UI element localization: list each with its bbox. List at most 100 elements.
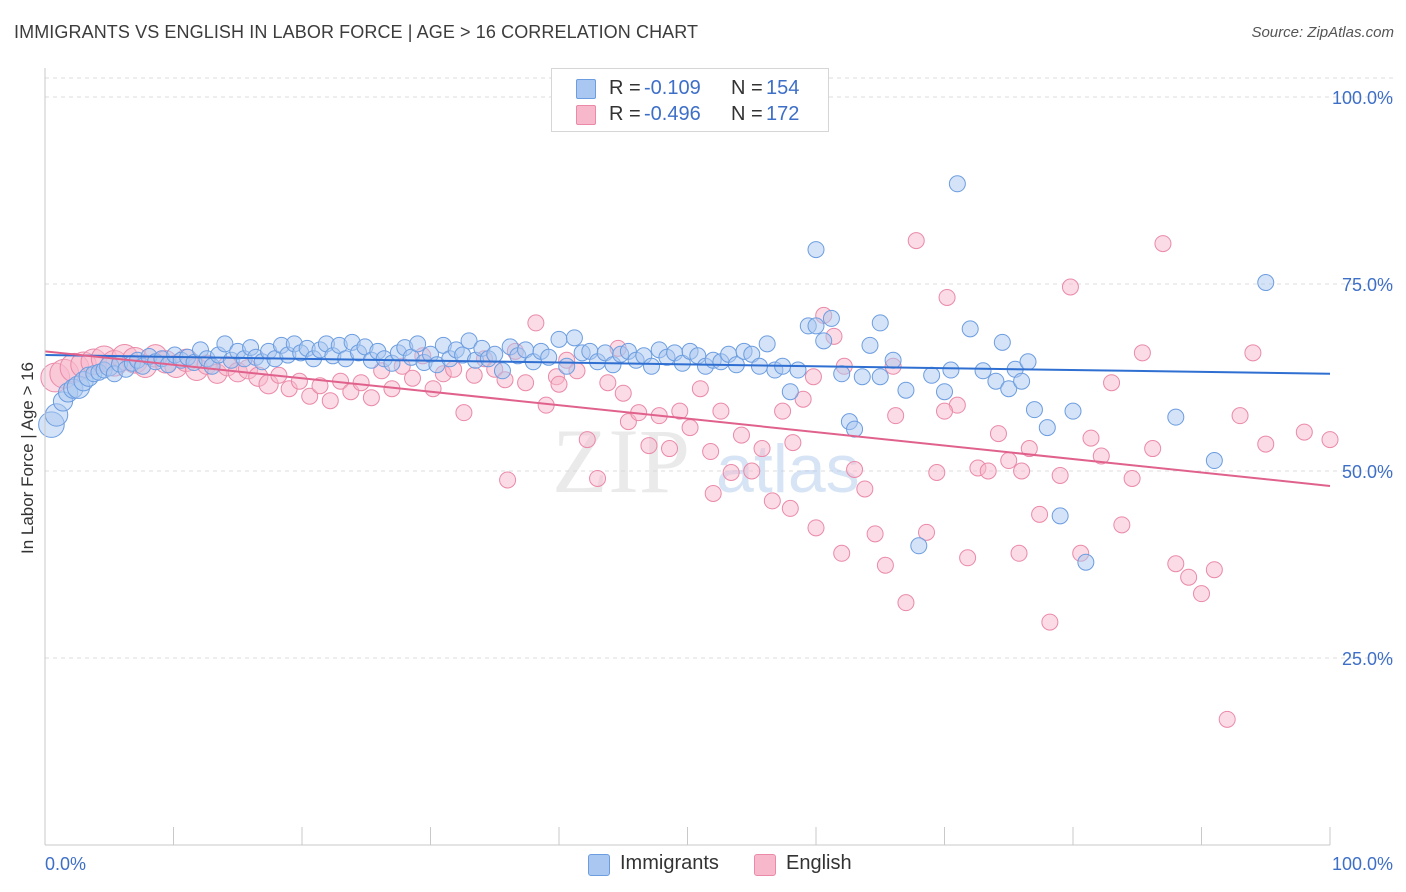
bottom-immigrants-swatch bbox=[588, 854, 610, 876]
english-point bbox=[712, 402, 730, 420]
english-point bbox=[866, 525, 884, 543]
english-point bbox=[455, 404, 473, 422]
immigrants-point bbox=[974, 362, 992, 380]
immigrants-point bbox=[910, 537, 928, 555]
immigrants-point bbox=[942, 361, 960, 379]
english-point bbox=[1321, 431, 1339, 449]
english-point bbox=[794, 390, 812, 408]
immigrants-point bbox=[409, 335, 427, 353]
immigrants-point bbox=[1013, 372, 1031, 390]
immigrants-point bbox=[923, 366, 941, 384]
english-point bbox=[989, 425, 1007, 443]
english-n-label: N = bbox=[731, 103, 763, 125]
axes: 25.0% 50.0% 75.0% 100.0% 0.0% 100.0% bbox=[44, 68, 1393, 874]
english-point bbox=[681, 419, 699, 437]
y-tick-label: 25.0% bbox=[1342, 649, 1393, 669]
watermark: ZIP atlas bbox=[552, 410, 860, 512]
english-point bbox=[1000, 452, 1018, 470]
y-tick-label: 50.0% bbox=[1342, 462, 1393, 482]
english-point bbox=[722, 463, 740, 481]
immigrants-point bbox=[822, 309, 840, 327]
english-point bbox=[781, 499, 799, 517]
english-point bbox=[1103, 374, 1121, 392]
english-point bbox=[1167, 555, 1185, 573]
english-point bbox=[1020, 440, 1038, 458]
immigrants-point bbox=[540, 348, 558, 366]
english-point bbox=[753, 440, 771, 458]
english-point bbox=[465, 366, 483, 384]
immigrants-point bbox=[1051, 507, 1069, 525]
english-point bbox=[1257, 435, 1275, 453]
english-point bbox=[1133, 344, 1151, 362]
english-point bbox=[1013, 462, 1031, 480]
english-point bbox=[589, 469, 607, 487]
immigrants-point bbox=[1000, 380, 1018, 398]
immigrants-point bbox=[815, 332, 833, 350]
english-point bbox=[938, 288, 956, 306]
immigrants-point bbox=[643, 357, 661, 375]
english-r-label: R = bbox=[609, 103, 641, 125]
immigrants-point bbox=[884, 351, 902, 369]
immigrants-point bbox=[1064, 402, 1082, 420]
immigrants-point bbox=[948, 175, 966, 193]
immigrants-point bbox=[558, 357, 576, 375]
english-point bbox=[362, 389, 380, 407]
english-point bbox=[876, 556, 894, 574]
english-point bbox=[1205, 561, 1223, 579]
immigrants-point bbox=[807, 317, 825, 335]
trend-lines bbox=[44, 350, 1331, 487]
english-point bbox=[1218, 710, 1236, 728]
english-point bbox=[763, 492, 781, 510]
immigrants-point bbox=[1038, 419, 1056, 437]
english-point bbox=[1244, 344, 1262, 362]
english-point bbox=[936, 402, 953, 420]
immigrants-point bbox=[781, 383, 799, 401]
english-point bbox=[1010, 544, 1028, 562]
immigrants-n-label: N = bbox=[731, 77, 763, 99]
bottom-english-swatch bbox=[754, 854, 776, 876]
english-point bbox=[1144, 440, 1162, 458]
immigrants-point bbox=[871, 368, 889, 386]
english-trend-line bbox=[44, 350, 1331, 487]
english-point bbox=[918, 523, 936, 541]
english-point bbox=[301, 387, 319, 405]
immigrants-point bbox=[460, 332, 478, 350]
english-point bbox=[784, 434, 802, 452]
immigrants-r-value: -0.109 bbox=[644, 77, 701, 99]
english-r-value: -0.496 bbox=[644, 103, 701, 125]
english-point bbox=[1092, 447, 1110, 465]
english-point bbox=[1082, 429, 1100, 447]
immigrants-point bbox=[216, 335, 234, 353]
immigrants-point bbox=[486, 345, 504, 363]
immigrants-trend-line bbox=[44, 354, 1331, 375]
immigrants-swatch bbox=[576, 79, 596, 99]
source-label: Source: ZipAtlas.com bbox=[1251, 24, 1394, 41]
english-point bbox=[671, 402, 689, 420]
english-point bbox=[499, 471, 517, 489]
english-point bbox=[833, 544, 851, 562]
english-point bbox=[897, 594, 915, 612]
bottom-english-label: English bbox=[786, 852, 852, 874]
english-point bbox=[424, 380, 442, 398]
english-point bbox=[1154, 235, 1172, 253]
immigrants-point bbox=[1257, 274, 1275, 292]
immigrants-point bbox=[871, 314, 889, 332]
english-point bbox=[702, 443, 720, 461]
english-point bbox=[1123, 469, 1141, 487]
immigrants-point bbox=[743, 345, 761, 363]
english-point bbox=[856, 480, 874, 498]
english-point bbox=[1061, 278, 1079, 296]
english-point bbox=[1231, 407, 1249, 425]
immigrants-point bbox=[993, 333, 1011, 351]
immigrants-point bbox=[1077, 553, 1095, 571]
english-point bbox=[404, 369, 422, 387]
english-point bbox=[804, 368, 822, 386]
immigrants-r-label: R = bbox=[609, 77, 641, 99]
english-point bbox=[774, 402, 792, 420]
english-point bbox=[1113, 516, 1131, 534]
english-point bbox=[959, 549, 977, 567]
english-point bbox=[743, 462, 761, 480]
english-point bbox=[1180, 568, 1198, 586]
immigrants-point bbox=[897, 381, 915, 399]
x-tick-label-max: 100.0% bbox=[1332, 854, 1393, 874]
